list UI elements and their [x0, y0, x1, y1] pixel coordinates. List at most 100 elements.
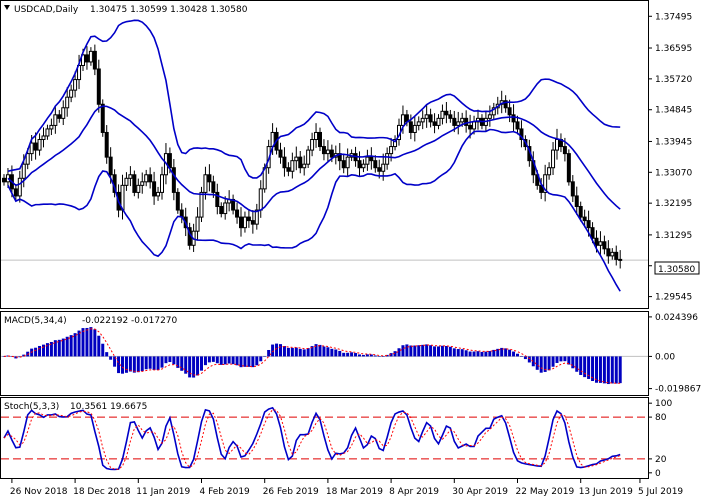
bollinger-middle	[7, 105, 621, 213]
macd-bar	[219, 356, 223, 365]
candle	[144, 169, 149, 187]
macd-bar	[69, 335, 73, 357]
macd-bar	[282, 346, 286, 357]
candle	[73, 71, 78, 98]
candle-body	[37, 139, 42, 151]
candle-body	[144, 174, 149, 183]
macd-bar	[346, 352, 350, 357]
macd-bar	[65, 336, 69, 357]
candle-body	[515, 121, 520, 130]
candle-body	[239, 216, 243, 229]
macd-bar	[235, 356, 239, 366]
candle-body	[341, 160, 346, 169]
macd-bar	[413, 345, 417, 357]
macd-bar	[176, 356, 180, 368]
candle	[321, 139, 326, 161]
macd-bar	[488, 351, 492, 357]
macd-bar	[247, 356, 251, 367]
candle	[136, 178, 141, 199]
candle	[223, 196, 228, 220]
candle-body	[278, 149, 283, 158]
macd-bar	[203, 356, 207, 366]
macd-bar	[361, 354, 365, 357]
candle	[618, 250, 623, 269]
candle-body	[566, 153, 571, 183]
macd-bar	[263, 355, 267, 357]
candle-body	[282, 156, 287, 169]
candle-body	[41, 135, 46, 141]
candle	[33, 132, 38, 160]
candle	[278, 142, 283, 164]
candle	[566, 149, 571, 186]
candle-body	[207, 174, 212, 183]
candle-body	[393, 139, 398, 148]
macd-bar	[417, 345, 421, 357]
price-tick-label: 1.33070	[655, 168, 692, 178]
candle	[606, 240, 611, 264]
macd-bar	[350, 352, 354, 357]
candle	[444, 101, 449, 124]
candle-body	[428, 114, 433, 123]
macd-bar	[73, 333, 77, 357]
candle-body	[586, 220, 591, 229]
macd-bar	[405, 344, 409, 357]
date-tick-label: 30 Apr 2019	[452, 487, 508, 497]
candle	[306, 145, 311, 169]
candle-body	[298, 156, 303, 169]
candle-body	[345, 156, 350, 169]
candle-body	[104, 131, 109, 158]
candle	[357, 151, 362, 177]
candle	[547, 162, 552, 180]
candle	[440, 104, 445, 125]
candle-body	[160, 174, 164, 193]
candle-body	[175, 191, 180, 211]
candle	[432, 113, 437, 134]
candle	[373, 155, 378, 173]
candle	[96, 59, 101, 113]
candle-body	[491, 107, 496, 116]
macd-bar	[105, 352, 109, 357]
candle-body	[235, 209, 240, 218]
candle-body	[472, 121, 477, 130]
macd-bar	[144, 356, 148, 370]
macd-bar	[45, 343, 49, 357]
candle	[412, 115, 417, 142]
macd-bar	[559, 356, 563, 362]
last-price-label: 1.30580	[658, 265, 695, 275]
macd-bar	[444, 345, 448, 357]
candle	[448, 109, 453, 123]
candle-body	[578, 206, 583, 218]
macd-title: MACD(5,34,4)	[4, 316, 67, 326]
last-price-box	[654, 261, 700, 275]
macd-bar	[172, 356, 176, 365]
macd-bar	[298, 348, 302, 357]
macd-bar	[271, 344, 275, 357]
macd-bar	[314, 344, 318, 357]
candle	[49, 118, 54, 136]
candle-body	[503, 100, 508, 109]
macd-bar	[148, 356, 152, 369]
candle-body	[424, 114, 429, 119]
candle-body	[464, 117, 469, 126]
candle	[45, 124, 50, 140]
candle-body	[551, 149, 556, 169]
candle-body	[21, 163, 26, 179]
candle	[100, 99, 105, 137]
stoch-tick-label: 0	[655, 469, 661, 479]
macd-bar	[393, 351, 397, 357]
candle	[361, 159, 366, 173]
candle	[476, 109, 480, 130]
macd-bar	[598, 356, 602, 383]
macd-bar	[310, 346, 314, 357]
macd-bar	[610, 356, 614, 384]
candle	[239, 207, 243, 237]
candle-body	[385, 153, 390, 165]
price-tick-label: 1.33945	[655, 137, 692, 147]
candle-body	[156, 191, 161, 197]
candle-body	[412, 124, 417, 133]
candle-body	[124, 177, 129, 186]
macd-bar	[180, 356, 184, 371]
macd-bar	[397, 348, 401, 357]
candle-body	[171, 167, 176, 193]
candle-body	[598, 241, 603, 246]
